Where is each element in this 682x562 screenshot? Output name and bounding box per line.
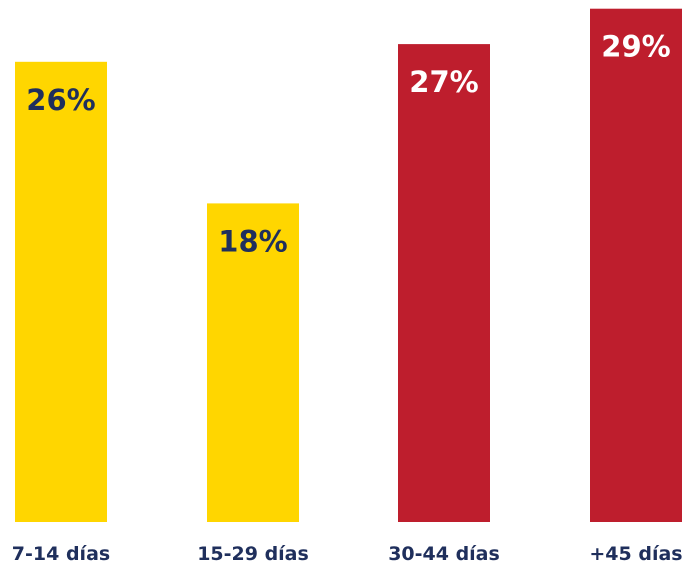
bar-1 [15,61,107,523]
bar-4 [590,8,682,522]
bar-value-label-2: 18% [218,224,287,258]
category-label-2: 15-29 días [197,543,309,562]
bar-value-label-4: 29% [601,30,670,64]
category-label-3: 30-44 días [388,543,500,562]
bar-3 [398,44,490,522]
bar-value-label-3: 27% [409,65,478,99]
category-label-4: +45 días [589,543,682,562]
category-labels: 7-14 días 15-29 días 30-44 días +45 días [12,543,682,562]
category-label-1: 7-14 días [12,543,110,562]
bar-value-label-1: 26% [26,83,95,117]
bars [15,8,682,523]
bar-value-labels: 26% 18% 27% 29% [26,30,670,259]
bar-2 [207,203,299,522]
